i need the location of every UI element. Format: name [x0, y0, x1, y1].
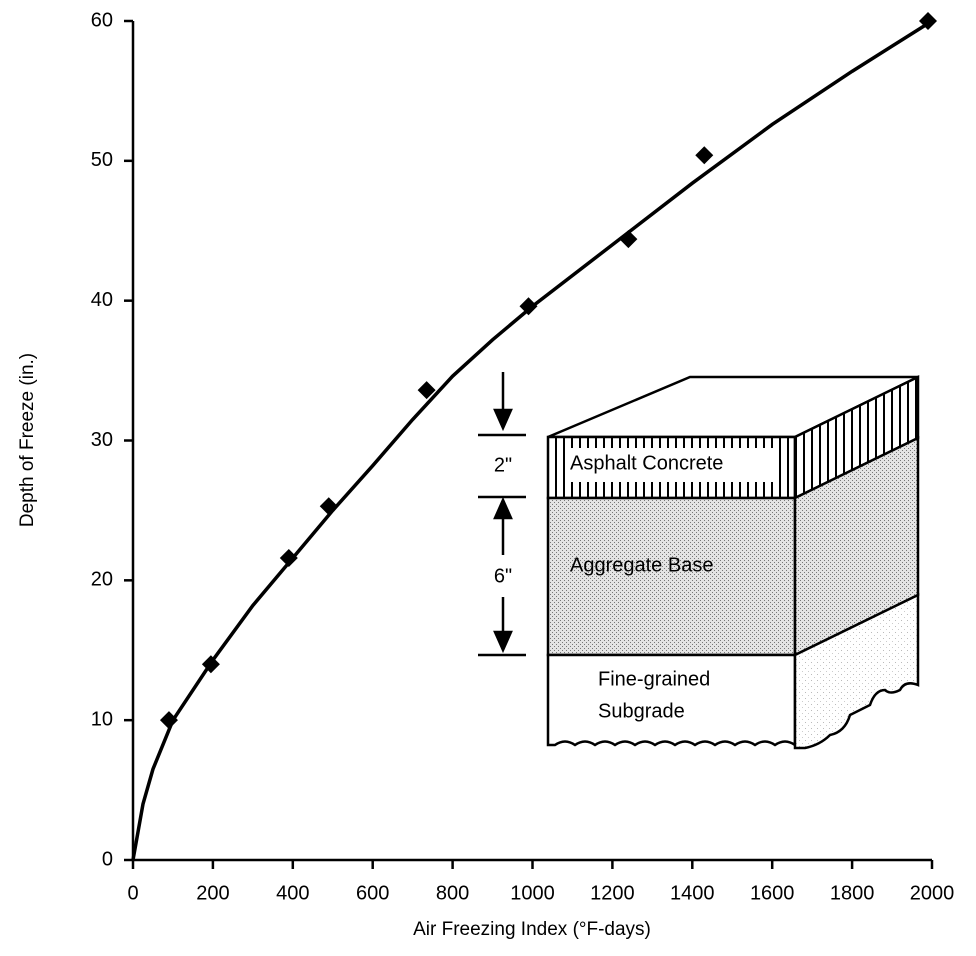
- thickness-label: 6": [494, 565, 512, 587]
- y-tick-label: 20: [91, 569, 113, 591]
- x-tick-label: 600: [356, 882, 389, 904]
- x-tick-label: 1800: [830, 882, 875, 904]
- layer-label: Asphalt Concrete: [570, 452, 723, 474]
- x-tick-label: 1200: [590, 882, 635, 904]
- x-axis-title: Air Freezing Index (°F-days): [413, 919, 651, 940]
- y-tick-label: 30: [91, 429, 113, 451]
- y-tick-label: 60: [91, 9, 113, 31]
- x-tick-label: 400: [276, 882, 309, 904]
- y-axis-title: Depth of Freeze (in.): [17, 353, 38, 527]
- y-tick-label: 0: [102, 848, 113, 870]
- x-tick-label: 0: [127, 882, 138, 904]
- y-tick-label: 50: [91, 149, 113, 171]
- layer-label: Aggregate Base: [570, 554, 713, 576]
- arrow-head: [495, 410, 511, 428]
- layer-label: Fine-grained: [598, 668, 710, 690]
- x-tick-label: 1600: [750, 882, 795, 904]
- base-front: [548, 498, 795, 655]
- x-tick-label: 1400: [670, 882, 715, 904]
- thickness-label: 2": [494, 454, 512, 476]
- x-tick-label: 2000: [910, 882, 955, 904]
- x-tick-label: 800: [436, 882, 469, 904]
- y-tick-label: 10: [91, 708, 113, 730]
- arrow-head: [495, 632, 511, 650]
- y-tick-label: 40: [91, 289, 113, 311]
- x-tick-label: 200: [196, 882, 229, 904]
- chart: 0102030405060020040060080010001200140016…: [0, 0, 976, 951]
- layer-label: Subgrade: [598, 700, 685, 722]
- x-tick-label: 1000: [510, 882, 555, 904]
- arrow-head: [495, 500, 511, 518]
- data-point: [695, 146, 713, 164]
